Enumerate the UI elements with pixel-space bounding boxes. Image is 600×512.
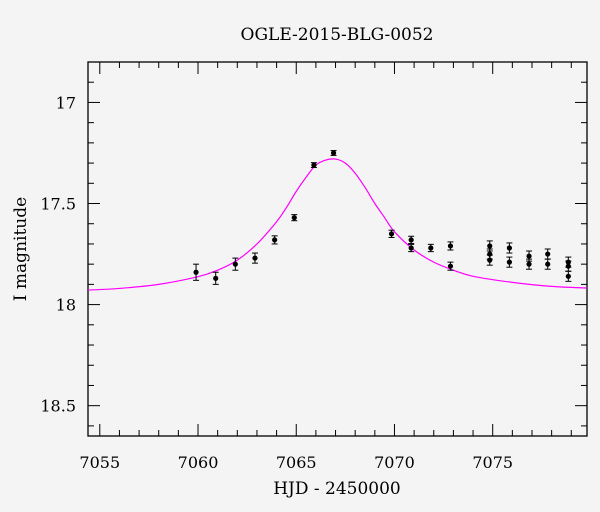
x-axis-label: HJD - 2450000 [273, 479, 401, 499]
data-marker [565, 263, 571, 269]
data-marker [291, 215, 297, 221]
model-curve [87, 158, 588, 291]
data-marker [545, 261, 551, 267]
data-point [271, 235, 278, 245]
chart-title: OGLE-2015-BLG-0052 [241, 25, 434, 45]
data-marker [526, 261, 532, 267]
y-tick-label: 18.5 [40, 397, 76, 416]
data-point [506, 242, 513, 254]
x-tick-label: 7075 [472, 453, 513, 472]
data-marker [252, 255, 258, 261]
data-marker [447, 263, 454, 269]
data-point [212, 271, 219, 285]
y-tick-label: 17 [56, 93, 76, 112]
data-marker [526, 253, 532, 259]
axis-tick-labels: 7055 7060 7065 7070 7075 17 17.5 18 18.5 [40, 93, 513, 472]
axis-ticks [88, 61, 587, 436]
data-point [544, 258, 551, 270]
data-point [408, 235, 415, 245]
data-marker [388, 231, 395, 237]
x-tick-label: 7065 [276, 453, 317, 472]
data-marker [408, 245, 414, 251]
y-tick-label: 17.5 [40, 195, 76, 214]
data-marker [193, 269, 199, 275]
data-marker [565, 273, 571, 279]
data-marker [428, 245, 434, 251]
data-marker [506, 259, 512, 265]
data-marker [408, 237, 414, 243]
data-marker [487, 243, 493, 249]
data-marker [545, 251, 551, 257]
data-point [506, 256, 513, 268]
data-marker [330, 150, 337, 156]
data-point [291, 214, 298, 222]
data-point [251, 252, 258, 264]
data-point [193, 263, 200, 281]
data-point [310, 162, 317, 169]
data-marker [272, 237, 278, 243]
data-marker [506, 245, 512, 251]
x-tick-label: 7070 [374, 453, 415, 472]
data-point [408, 243, 415, 253]
data-point [565, 270, 572, 282]
data-point [427, 243, 434, 253]
plot-frame [87, 61, 588, 437]
data-marker [311, 162, 317, 168]
data-point [544, 248, 551, 260]
data-marker [213, 275, 219, 281]
data-point [330, 150, 337, 156]
data-point [447, 261, 454, 271]
data-point [486, 254, 493, 266]
data-point [232, 257, 239, 271]
y-tick-label: 18 [56, 296, 76, 315]
data-points [193, 150, 572, 285]
data-marker [447, 243, 454, 249]
data-marker [232, 261, 238, 267]
data-point [388, 229, 395, 238]
data-marker [487, 257, 493, 263]
x-tick-label: 7055 [79, 453, 120, 472]
data-point [526, 258, 533, 270]
data-point [447, 241, 454, 251]
x-tick-label: 7060 [178, 453, 219, 472]
y-axis-label: I magnitude [11, 197, 31, 301]
